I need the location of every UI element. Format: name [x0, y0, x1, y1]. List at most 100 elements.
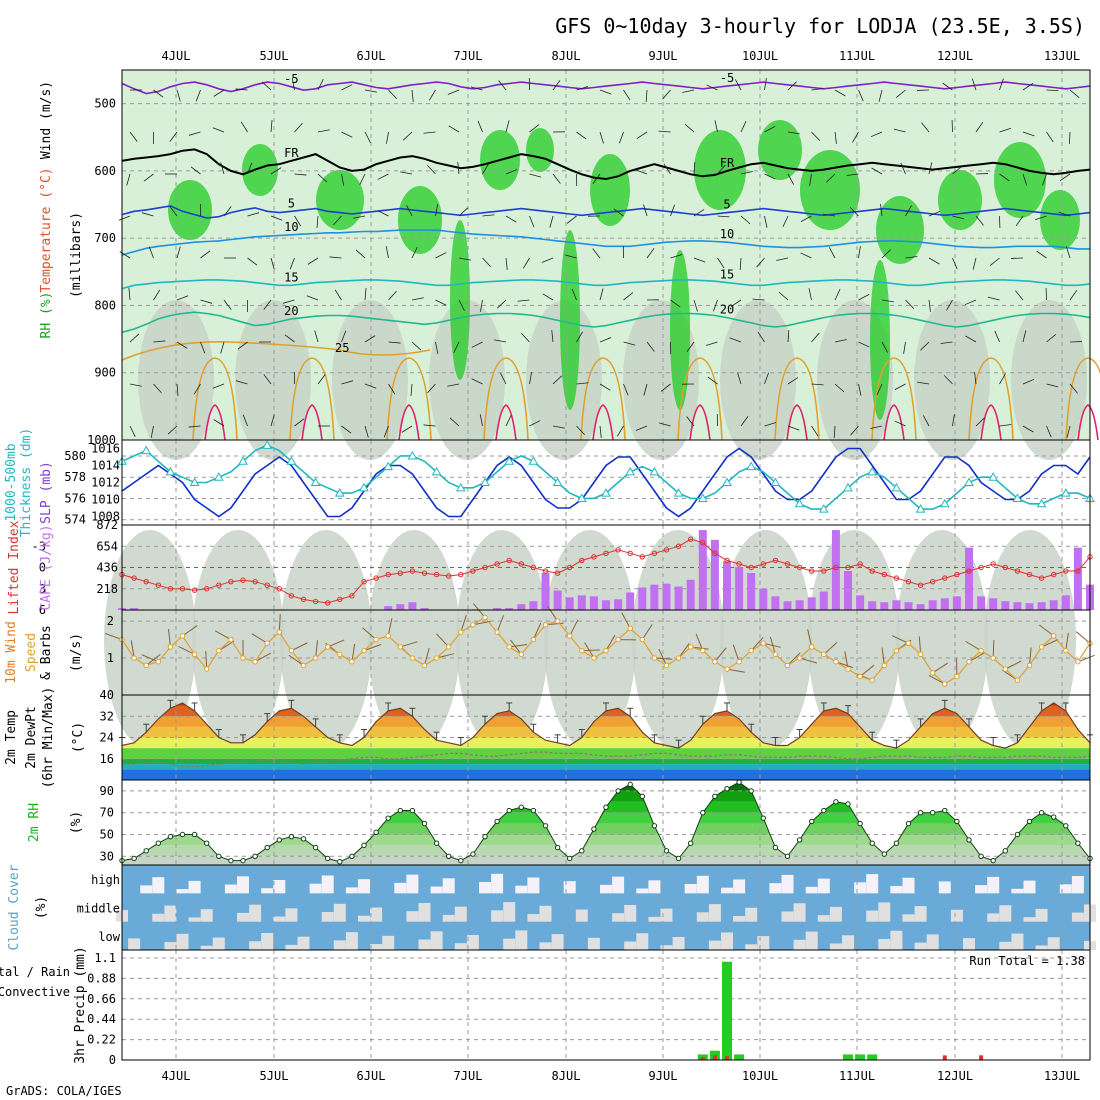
wind-barb [670, 299, 681, 308]
wind-barb-10m [315, 640, 318, 659]
thickness-marker [552, 477, 563, 486]
rh-marker [300, 836, 307, 842]
cloud-gap-block [926, 934, 939, 950]
rh-marker [228, 857, 234, 864]
wind-barb [876, 383, 883, 396]
rh-marker [179, 831, 186, 838]
thickness-marker [770, 477, 781, 486]
wind-speed-marker [627, 625, 633, 632]
cloud-gap-block [708, 940, 721, 950]
wind-barb [670, 204, 675, 217]
wind-speed-marker [264, 640, 270, 646]
contour-label: 10 [284, 220, 298, 234]
cloud-gap-block [890, 885, 903, 894]
cloud-gap-block [842, 935, 854, 950]
wind-barb [895, 89, 906, 98]
cloud-gap-block [261, 888, 274, 894]
cape-bar [529, 601, 538, 610]
cloud-gap-block [721, 932, 733, 950]
wind-barb-10m [658, 648, 667, 666]
precip-total-bar [734, 1054, 745, 1060]
wind-barb [811, 332, 820, 343]
wind-barb [294, 215, 302, 227]
lifted-index-marker [470, 568, 476, 574]
wind-barb [529, 215, 535, 228]
wind-barb [717, 164, 726, 175]
wind-barb [176, 246, 181, 259]
temperature-tick-label: 24 [100, 731, 114, 745]
wind-barb [129, 333, 140, 343]
rh-marker [458, 857, 464, 864]
wind-speed-marker [337, 651, 343, 658]
wind-barb [552, 425, 565, 429]
wind-speed-marker [1063, 647, 1069, 654]
lifted-index-marker [397, 570, 403, 576]
wind-barb-10m [424, 647, 430, 666]
wind-barb [645, 89, 648, 102]
wind-barb-10m [496, 615, 505, 633]
cloud-gap-block [757, 936, 770, 950]
wind-speed-marker [433, 655, 440, 661]
wind-speed-marker [252, 659, 258, 665]
cloud-layer-label: middle [77, 902, 120, 916]
cloud-gap-block [660, 908, 673, 922]
contour-label: 10 [720, 227, 734, 241]
cloud-gap-block [817, 915, 830, 922]
thickness-marker [1012, 493, 1023, 502]
wind-speed-marker [240, 655, 246, 661]
thickness-marker [649, 466, 660, 476]
lifted-index-marker [736, 561, 742, 567]
wind-barb [480, 299, 483, 312]
wind-barb-10m [807, 629, 813, 648]
cloud-gap-block [333, 940, 346, 950]
wind-barb [470, 86, 483, 91]
surface-warm-contour [580, 357, 626, 441]
rh-marker [663, 848, 670, 854]
wind-barb [200, 341, 206, 354]
cloud-gap-block [563, 881, 576, 894]
wind-barb [341, 131, 353, 138]
wind-barb [385, 246, 389, 259]
wind-speed-marker [131, 655, 137, 661]
wind-barb [505, 257, 508, 270]
wind-barb-10m [918, 636, 922, 655]
temperature-band [122, 769, 1090, 780]
temperature-contour-25 [121, 341, 431, 361]
cape-tick-label: 218 [96, 582, 118, 596]
lifted-index-marker [651, 550, 658, 557]
wind-barb [646, 248, 655, 259]
wind-barb [188, 425, 201, 428]
wind-barb [829, 247, 836, 259]
wind-speed-marker [1075, 659, 1081, 665]
wind-barb [576, 331, 584, 343]
pressure-tick-label: 800 [94, 298, 116, 312]
run-total-annotation: Run Total = 1.38 [969, 954, 1085, 968]
cape-bar [928, 600, 937, 610]
wind-speed-marker [639, 636, 645, 643]
cape-bar [747, 572, 756, 610]
rh-marker [796, 837, 803, 843]
wind-barb-10m [695, 633, 704, 651]
wind-barb [529, 372, 532, 385]
cape-bar [602, 600, 610, 610]
lifted-index-marker [252, 578, 258, 585]
thickness-marker [504, 456, 515, 465]
wind-tick-label: 2 [107, 614, 114, 628]
slp-tick-label: 1008 [91, 510, 120, 524]
rh-high-shade [590, 154, 630, 226]
side-label: RH (%) [39, 292, 54, 339]
slp-tick-label: 1016 [91, 442, 120, 456]
wind-barb [946, 299, 953, 311]
lifted-index-tick-label: 6 [39, 603, 46, 617]
wind-barb [479, 414, 483, 427]
wind-barb [965, 335, 977, 343]
side-label: (m/s) [69, 633, 84, 672]
rh-marker [821, 807, 827, 814]
wind-barb [1042, 173, 1047, 186]
temperature-band [122, 737, 1090, 749]
cape-bar [1001, 601, 1010, 610]
wind-barb [974, 372, 977, 385]
rh-marker [760, 815, 766, 821]
wind-barb [364, 89, 377, 93]
rh-marker [591, 826, 597, 832]
